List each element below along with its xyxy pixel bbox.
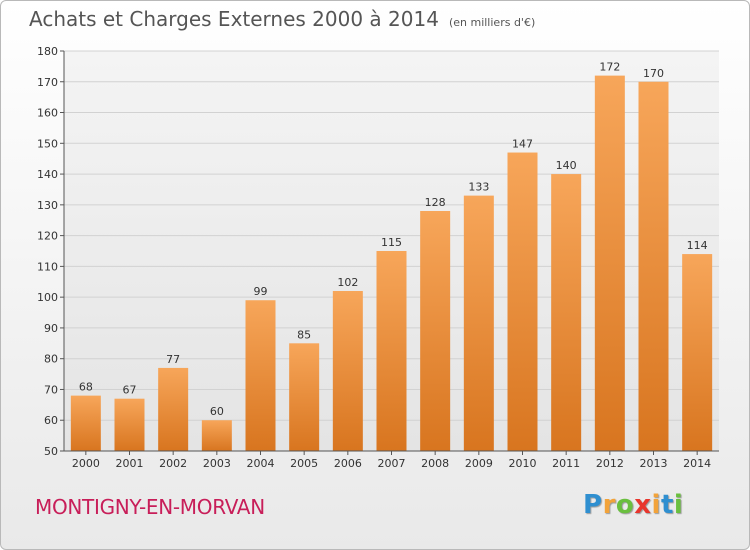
bar-value-label: 85 bbox=[297, 328, 311, 341]
bar-value-label: 60 bbox=[210, 405, 224, 418]
x-tick-label: 2009 bbox=[465, 457, 493, 470]
x-tick-label: 2001 bbox=[116, 457, 144, 470]
logo-letter: P bbox=[583, 490, 603, 520]
logo-letter: o bbox=[615, 490, 635, 520]
x-tick-label: 2013 bbox=[640, 457, 668, 470]
bar-2012 bbox=[594, 75, 625, 451]
y-tick-label: 150 bbox=[37, 137, 58, 150]
bar-2010 bbox=[507, 152, 538, 452]
x-tick-label: 2008 bbox=[421, 457, 449, 470]
x-tick-label: 2000 bbox=[72, 457, 100, 470]
bar-value-label: 102 bbox=[337, 276, 358, 289]
x-tick-label: 2014 bbox=[683, 457, 711, 470]
y-tick-label: 120 bbox=[37, 230, 58, 243]
bar-value-label: 170 bbox=[643, 67, 664, 80]
y-tick-label: 80 bbox=[44, 353, 58, 366]
y-tick-label: 130 bbox=[37, 199, 58, 212]
bar-value-label: 68 bbox=[79, 381, 93, 394]
y-tick-label: 170 bbox=[37, 76, 58, 89]
x-tick-label: 2005 bbox=[290, 457, 318, 470]
bar-2013 bbox=[638, 81, 669, 452]
y-tick-label: 100 bbox=[37, 291, 58, 304]
x-tick-label: 2010 bbox=[509, 457, 537, 470]
proxiti-logo[interactable]: Proxiti bbox=[583, 490, 683, 520]
bar-value-label: 140 bbox=[556, 159, 577, 172]
y-tick-label: 140 bbox=[37, 168, 58, 181]
y-tick-label: 90 bbox=[44, 322, 58, 335]
bar-2011 bbox=[551, 174, 582, 452]
y-tick-label: 60 bbox=[44, 414, 58, 427]
bar-2003 bbox=[201, 420, 232, 451]
logo-letter: i bbox=[673, 490, 684, 520]
x-tick-label: 2002 bbox=[159, 457, 187, 470]
bar-2001 bbox=[114, 398, 145, 451]
x-tick-label: 2004 bbox=[247, 457, 275, 470]
bar-2009 bbox=[463, 195, 494, 451]
y-tick-label: 110 bbox=[37, 260, 58, 273]
commune-name: MONTIGNY-EN-MORVAN bbox=[35, 495, 265, 519]
bar-2008 bbox=[420, 211, 451, 451]
chart-title: Achats et Charges Externes 2000 à 2014 (e… bbox=[29, 7, 535, 31]
bar-value-label: 172 bbox=[599, 61, 620, 74]
x-tick-label: 2007 bbox=[378, 457, 406, 470]
logo-letter: i bbox=[651, 490, 661, 520]
y-tick-label: 180 bbox=[37, 45, 58, 58]
x-tick-label: 2012 bbox=[596, 457, 624, 470]
logo-letter: r bbox=[602, 490, 616, 520]
bar-value-label: 114 bbox=[687, 239, 708, 252]
logo-letter: x bbox=[634, 490, 652, 520]
x-tick-label: 2011 bbox=[552, 457, 580, 470]
bar-2005 bbox=[289, 343, 320, 451]
y-tick-label: 50 bbox=[44, 445, 58, 458]
bar-value-label: 77 bbox=[166, 353, 180, 366]
bar-2007 bbox=[376, 251, 407, 451]
bar-value-label: 128 bbox=[425, 196, 446, 209]
x-tick-label: 2003 bbox=[203, 457, 231, 470]
y-tick-label: 70 bbox=[44, 383, 58, 396]
x-tick-label: 2006 bbox=[334, 457, 362, 470]
chart-unit: (en milliers d'€) bbox=[448, 16, 536, 29]
logo-letter: t bbox=[660, 490, 674, 520]
bar-value-label: 67 bbox=[123, 384, 137, 397]
bar-2006 bbox=[332, 291, 363, 451]
bar-value-label: 115 bbox=[381, 236, 402, 249]
bar-2000 bbox=[70, 395, 101, 451]
bar-2002 bbox=[158, 367, 189, 451]
bar-value-label: 133 bbox=[468, 181, 489, 194]
bar-value-label: 99 bbox=[254, 285, 268, 298]
bar-2004 bbox=[245, 300, 276, 451]
bar-2014 bbox=[682, 254, 713, 451]
chart-title-text: Achats et Charges Externes 2000 à 2014 bbox=[29, 7, 439, 31]
y-tick-label: 160 bbox=[37, 107, 58, 120]
bar-value-label: 147 bbox=[512, 138, 533, 151]
